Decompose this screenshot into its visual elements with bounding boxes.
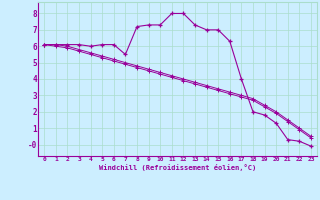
X-axis label: Windchill (Refroidissement éolien,°C): Windchill (Refroidissement éolien,°C): [99, 164, 256, 171]
